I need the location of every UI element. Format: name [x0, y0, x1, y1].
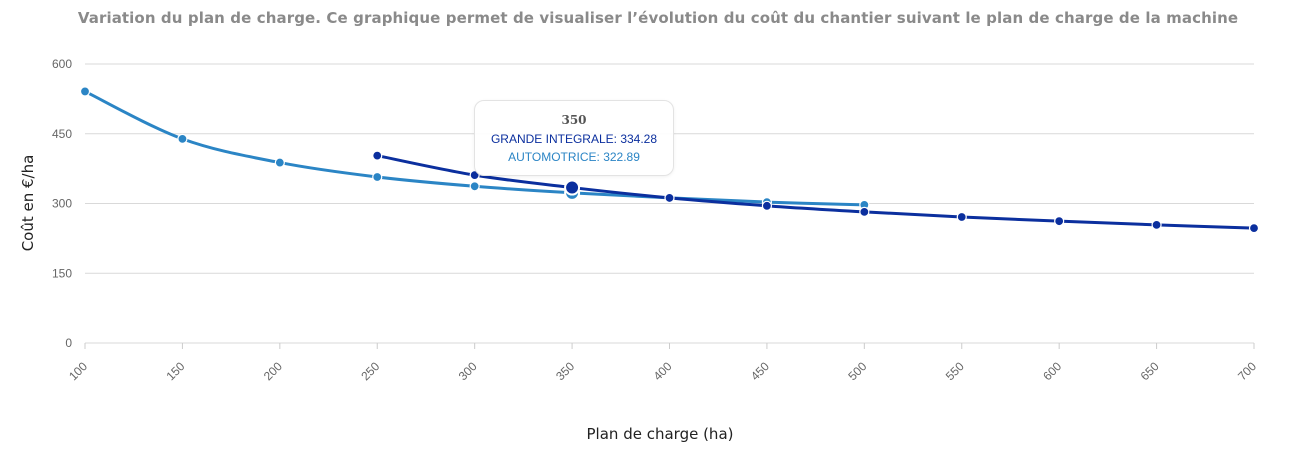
y-tick-label-600: 600: [52, 57, 72, 71]
series-line-grande-integrale: [375, 154, 1256, 230]
data-point-grande-integrale-700: [1248, 223, 1260, 234]
data-points: [79, 86, 1260, 234]
x-tick-label-350: 350: [553, 359, 577, 383]
tooltip-line-grande-integrale: GRANDE INTEGRALE: 334.28: [490, 132, 658, 146]
data-point-grande-integrale-600: [1054, 216, 1065, 227]
chart-title: Variation du plan de charge. Ce graphiqu…: [77, 9, 1239, 27]
data-point-grande-integrale-450: [761, 200, 773, 211]
x-tick-label-600: 600: [1040, 359, 1064, 383]
y-tick-label-300: 300: [52, 197, 72, 211]
y-tick-label-0: 0: [65, 336, 72, 350]
x-tick-label-500: 500: [845, 359, 869, 383]
x-tick-label-700: 700: [1235, 359, 1259, 383]
x-tick-labels: 100 150 200 250 300 350 400 450 500 550 600 650 700: [66, 359, 1259, 383]
data-point-automotrice-200: [274, 157, 285, 168]
x-tick-label-650: 650: [1138, 359, 1162, 383]
data-point-grande-integrale-250: [372, 150, 383, 161]
x-tick-label-300: 300: [456, 359, 480, 383]
data-point-grande-integrale-550: [956, 211, 967, 223]
data-point-automotrice-300: [469, 181, 480, 192]
x-tick-label-550: 550: [943, 359, 967, 383]
tooltip-header: 350: [561, 113, 587, 127]
data-point-grande-integrale-500: [859, 206, 870, 217]
data-point-automotrice-150: [177, 133, 188, 144]
data-point-grande-integrale-350: [564, 179, 581, 196]
y-tick-label-150: 150: [52, 266, 72, 280]
x-tick-label-200: 200: [261, 359, 285, 383]
y-tick-labels: 0 150 300 450 600: [52, 57, 72, 350]
x-tick-label-150: 150: [163, 359, 187, 383]
data-point-automotrice-250: [372, 171, 383, 183]
x-tick-label-250: 250: [358, 359, 382, 383]
x-tick-label-450: 450: [748, 359, 772, 383]
x-tick-label-400: 400: [651, 359, 675, 383]
data-point-grande-integrale-650: [1151, 219, 1162, 230]
y-axis-title: Coût en €/ha: [19, 155, 37, 252]
x-tick-label-100: 100: [66, 359, 90, 383]
x-axis-title: Plan de charge (ha): [587, 425, 734, 443]
y-tick-label-450: 450: [52, 127, 72, 141]
data-point-automotrice-100: [79, 86, 91, 97]
tooltip-line-automotrice: AUTOMOTRICE: 322.89: [508, 150, 640, 164]
tooltip: 350 GRANDE INTEGRALE: 334.28 AUTOMOTRICE…: [474, 100, 674, 176]
data-point-grande-integrale-400: [664, 192, 675, 204]
